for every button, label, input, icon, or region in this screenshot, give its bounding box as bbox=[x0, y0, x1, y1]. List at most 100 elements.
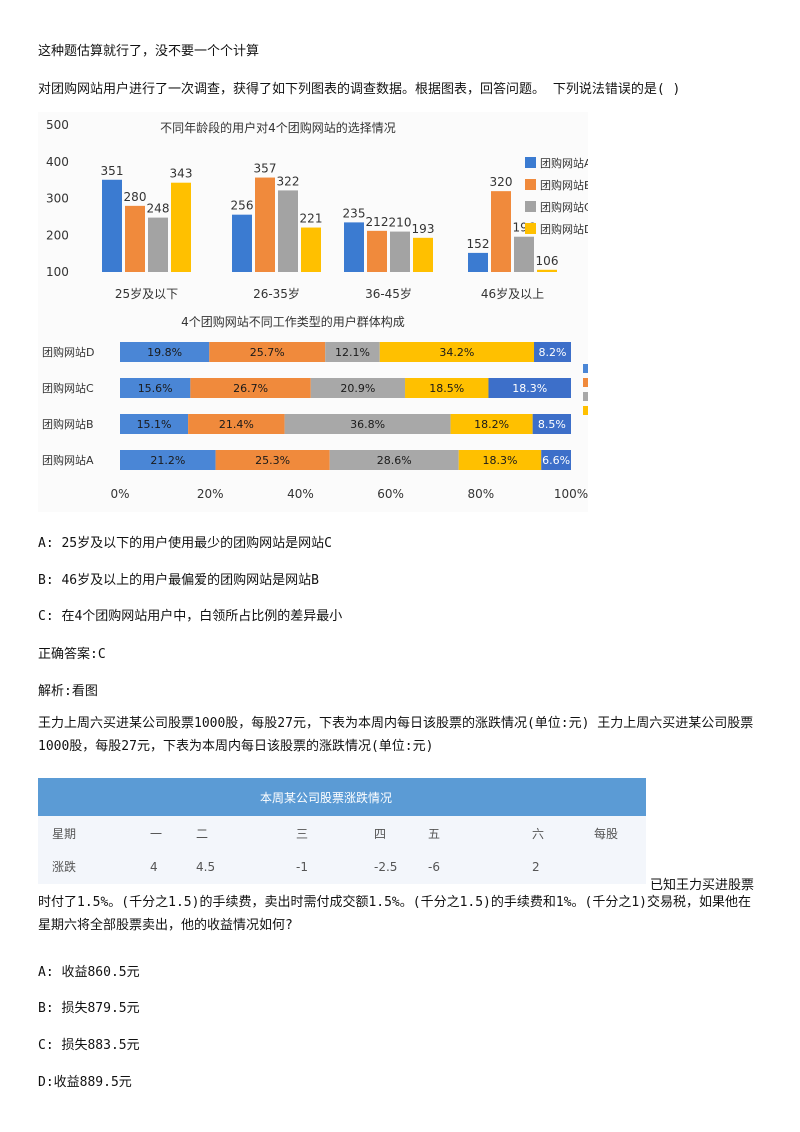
stack-segment bbox=[541, 450, 571, 470]
legend-swatch bbox=[525, 223, 536, 234]
bar bbox=[344, 222, 364, 272]
table-header-cell: 星期 bbox=[52, 827, 76, 841]
y-tick-label: 300 bbox=[46, 192, 69, 206]
correct-answer: 正确答案:C bbox=[38, 647, 106, 662]
segment-value-label: 25.3% bbox=[255, 454, 290, 467]
stack-segment bbox=[405, 378, 489, 398]
q2-option-b: B: 损失879.5元 bbox=[38, 1001, 140, 1016]
x-category-label: 25岁及以下 bbox=[115, 286, 178, 301]
bar-value-label: 256 bbox=[231, 199, 254, 213]
segment-value-label: 15.1% bbox=[137, 418, 172, 431]
row-label: 团购网站D bbox=[42, 345, 94, 359]
intro-text: 这种题估算就行了，没不要一个个计算 bbox=[38, 44, 260, 59]
table-cell: 4 bbox=[150, 860, 158, 874]
legend-label: 团购网站B bbox=[540, 178, 588, 192]
y-tick-label: 500 bbox=[46, 118, 69, 132]
segment-value-label: 36.8% bbox=[350, 418, 385, 431]
segment-value-label: 19.8% bbox=[147, 346, 182, 359]
stack-segment bbox=[534, 342, 571, 362]
bar bbox=[278, 190, 298, 272]
segment-value-label: 8.2% bbox=[539, 346, 567, 359]
bar bbox=[390, 231, 410, 272]
q2-option-a: A: 收益860.5元 bbox=[38, 965, 140, 980]
bar-value-label: 248 bbox=[147, 202, 170, 216]
legend-swatch bbox=[525, 201, 536, 212]
legend-swatch bbox=[583, 364, 588, 373]
segment-value-label: 20.9% bbox=[340, 382, 375, 395]
stock-table: 本周某公司股票涨跌情况 星期 一 二 三 四 五 六 每股 涨跌 4 4.5 -1 -2.5 -6 2 bbox=[38, 778, 646, 884]
stack-segment bbox=[450, 414, 533, 434]
stack-segment bbox=[120, 450, 216, 470]
legend-label: 团购网站C bbox=[540, 200, 588, 214]
stack-segment bbox=[310, 378, 406, 398]
x-tick-label: 20% bbox=[197, 487, 224, 501]
bar bbox=[413, 237, 433, 272]
table-header-cell: 五 bbox=[428, 827, 440, 841]
table-header-cell: 四 bbox=[374, 827, 386, 841]
analysis: 解析:看图 bbox=[38, 684, 98, 699]
legend-swatch bbox=[525, 157, 536, 168]
x-tick-label: 40% bbox=[287, 487, 314, 501]
question-1: 对团购网站用户进行了一次调查，获得了如下列图表的调查数据。根据图表，回答问题。 … bbox=[38, 82, 681, 97]
stack-segment bbox=[458, 450, 542, 470]
x-tick-label: 100% bbox=[554, 487, 588, 501]
segment-value-label: 34.2% bbox=[439, 346, 474, 359]
bar-value-label: 351 bbox=[101, 164, 124, 178]
stack-segment bbox=[120, 342, 210, 362]
table-cell: -1 bbox=[296, 860, 308, 874]
bar bbox=[171, 182, 191, 272]
stack-segment bbox=[209, 342, 326, 362]
segment-value-label: 25.7% bbox=[250, 346, 285, 359]
segment-value-label: 12.1% bbox=[335, 346, 370, 359]
segment-value-label: 15.6% bbox=[138, 382, 173, 395]
segment-value-label: 21.4% bbox=[219, 418, 254, 431]
table-header-cell: 每股 bbox=[594, 826, 618, 841]
x-tick-label: 60% bbox=[377, 487, 404, 501]
stack-chart-title: 4个团购网站不同工作类型的用户群体构成 bbox=[181, 314, 405, 329]
table-header-cell: 二 bbox=[196, 827, 208, 841]
legend-label: 团购网站D bbox=[540, 222, 588, 236]
option-c: C: 在4个团购网站用户中，白领所占比例的差异最小 bbox=[38, 609, 343, 624]
legend-swatch bbox=[525, 179, 536, 190]
q2-option-d: D:收益889.5元 bbox=[38, 1075, 132, 1090]
bar bbox=[148, 217, 168, 272]
bar-value-label: 221 bbox=[300, 212, 323, 226]
segment-value-label: 6.6% bbox=[542, 454, 570, 467]
legend-swatch bbox=[583, 392, 588, 401]
x-category-label: 36-45岁 bbox=[365, 286, 412, 301]
stack-segment bbox=[325, 342, 380, 362]
stack-segment bbox=[284, 414, 451, 434]
bar bbox=[102, 179, 122, 272]
x-category-label: 26-35岁 bbox=[253, 286, 300, 301]
stack-segment bbox=[190, 378, 311, 398]
stock-table-title: 本周某公司股票涨跌情况 bbox=[260, 790, 392, 805]
bar-value-label: 212 bbox=[366, 215, 389, 229]
option-a: A: 25岁及以下的用户使用最少的团购网站是网站C bbox=[38, 536, 332, 551]
bar bbox=[491, 191, 511, 272]
option-b: B: 46岁及以上的用户最偏爱的团购网站是网站B bbox=[38, 573, 319, 588]
x-tick-label: 0% bbox=[110, 487, 129, 501]
bar bbox=[514, 236, 534, 272]
table-header-cell: 三 bbox=[296, 827, 308, 841]
stack-segment bbox=[379, 342, 535, 362]
q2-option-c: C: 损失883.5元 bbox=[38, 1038, 140, 1053]
segment-value-label: 18.3% bbox=[512, 382, 547, 395]
question-2: 王力上周六买进某公司股票1000股，每股27元，下表为本周内每日该股票的涨跌情况… bbox=[38, 716, 754, 754]
stack-segment bbox=[532, 414, 571, 434]
legend-label: 团购网站A bbox=[540, 156, 588, 170]
table-cell: 2 bbox=[532, 860, 540, 874]
bar bbox=[232, 214, 252, 272]
bar-value-label: 210 bbox=[389, 216, 412, 230]
segment-value-label: 8.5% bbox=[538, 418, 566, 431]
table-cell: -2.5 bbox=[374, 860, 397, 874]
bar-value-label: 357 bbox=[254, 162, 277, 176]
x-category-label: 46岁及以上 bbox=[481, 286, 544, 301]
bar bbox=[255, 177, 275, 272]
y-tick-label: 100 bbox=[46, 265, 69, 279]
bar-value-label: 343 bbox=[170, 167, 193, 181]
stack-segment bbox=[329, 450, 459, 470]
bar-value-label: 235 bbox=[343, 206, 366, 220]
segment-value-label: 18.2% bbox=[474, 418, 509, 431]
y-tick-label: 200 bbox=[46, 228, 69, 242]
question-2-tail: 已知王力买进股票 bbox=[650, 878, 755, 893]
